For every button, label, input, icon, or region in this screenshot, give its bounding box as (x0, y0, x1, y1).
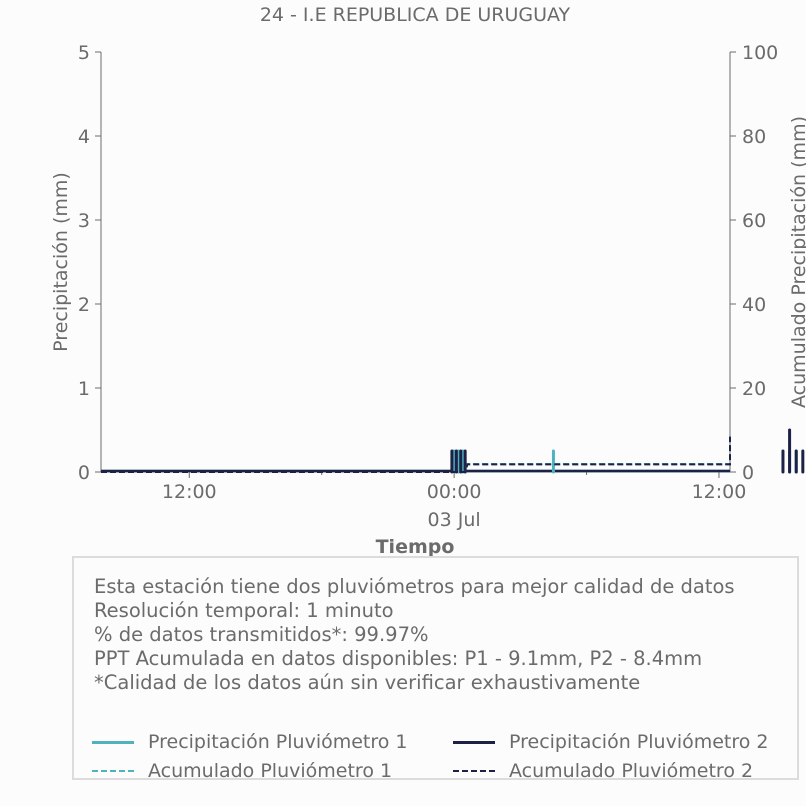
x-tick-sublabel: 03 Jul (428, 509, 481, 531)
x-axis-label: Tiempo (376, 536, 455, 558)
legend-label: Acumulado Pluviómetro 1 (148, 760, 393, 782)
y2-tick-label: 0 (742, 462, 754, 484)
x-tick-label: 12:00 (162, 481, 217, 503)
info-line: % de datos transmitidos*: 99.97% (94, 623, 429, 646)
chart-title: 24 - I.E REPUBLICA DE URUGUAY (260, 4, 571, 26)
y2-tick-label: 40 (742, 294, 766, 316)
y-tick-label: 1 (78, 378, 90, 400)
y2-tick-label: 60 (742, 210, 766, 232)
y2-tick-label: 80 (742, 126, 766, 148)
legend-label: Precipitación Pluviómetro 1 (148, 731, 408, 753)
info-line: PPT Acumulada en datos disponibles: P1 -… (94, 647, 703, 670)
legend-label: Precipitación Pluviómetro 2 (509, 731, 769, 753)
info-line: Resolución temporal: 1 minuto (94, 599, 394, 622)
y2-axis-label: Acumulado Precipitación (mm) (788, 116, 806, 408)
y2-tick-label: 100 (742, 42, 778, 64)
x-tick-label: 12:00 (692, 481, 747, 503)
accumulated-line (101, 433, 731, 473)
info-legend-box: Esta estación tiene dos pluviómetros par… (72, 556, 799, 782)
station-info: Esta estación tiene dos pluviómetros par… (94, 575, 735, 695)
legend-swatch (453, 740, 495, 744)
x-tick-label: 00:00 (427, 481, 482, 503)
accumulated-line (101, 436, 731, 473)
legend-item-accum-p1: Acumulado Pluviómetro 1 (92, 760, 392, 782)
legend-item-precip-p2: Precipitación Pluviómetro 2 (453, 731, 769, 753)
y-tick-label: 4 (78, 126, 90, 148)
legend-item-precip-p1: Precipitación Pluviómetro 1 (92, 731, 408, 753)
legend-swatch (92, 770, 134, 772)
y2-tick-label: 20 (742, 378, 766, 400)
info-line: *Calidad de los datos aún sin verificar … (94, 671, 641, 694)
y-tick-label: 3 (78, 210, 90, 232)
y-tick-label: 0 (78, 462, 90, 484)
legend-swatch (453, 770, 495, 772)
legend-label: Acumulado Pluviómetro 2 (509, 760, 754, 782)
y-axis-label: Precipitación (mm) (50, 172, 72, 352)
info-line: Esta estación tiene dos pluviómetros par… (94, 575, 735, 598)
y-tick-label: 2 (78, 294, 90, 316)
legend-item-accum-p2: Acumulado Pluviómetro 2 (453, 760, 753, 782)
y-tick-label: 5 (78, 42, 90, 64)
legend-swatch (92, 740, 134, 744)
